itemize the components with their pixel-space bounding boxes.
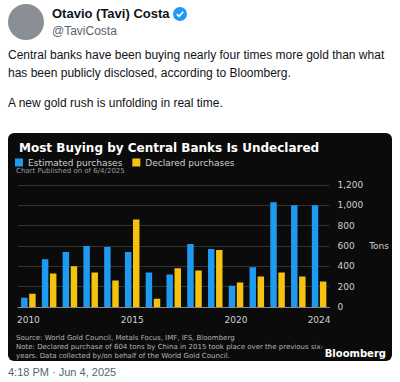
svg-text:Estimated purchases: Estimated purchases: [28, 158, 123, 168]
svg-text:600: 600: [337, 241, 354, 251]
html-text:4:18 PM · Jun 4, 2025: 4:18 PM · Jun 4, 2025: [8, 366, 117, 378]
html-text:Bloomberg: Bloomberg: [324, 348, 386, 359]
svg-text:2010: 2010: [17, 315, 40, 325]
svg-text:Declared purchases: Declared purchases: [145, 158, 234, 168]
html-text:Source: World Gold Council, Me: Source: World Gold Council, Metals Focus…: [16, 334, 235, 342]
svg-text:400: 400: [337, 261, 354, 271]
svg-text:2020: 2020: [225, 315, 248, 325]
svg-text:Most Buying by Central Banks I: Most Buying by Central Banks Is Undeclar…: [19, 141, 319, 155]
svg-text:200: 200: [337, 282, 354, 292]
html-text:Otavio (Tavi) Costa: Otavio (Tavi) Costa: [52, 6, 170, 21]
svg-text:2015: 2015: [121, 315, 144, 325]
html-text:A new gold rush is unfolding i: A new gold rush is unfolding in real tim…: [8, 96, 223, 110]
html-text:Note: Declared purchase of 604: Note: Declared purchase of 604 tons by C…: [16, 343, 324, 360]
svg-text:0: 0: [337, 302, 343, 312]
svg-text:2024: 2024: [308, 315, 331, 325]
svg-text:1,000: 1,000: [337, 200, 363, 210]
svg-text:Chart Published on of 6/4/2025: Chart Published on of 6/4/2025: [16, 167, 125, 175]
svg-text:Tons: Tons: [368, 241, 389, 251]
svg-text:800: 800: [337, 221, 354, 231]
html-text:Central banks have been buying: Central banks have been buying nearly fo…: [8, 48, 385, 80]
html-text:@TaviCosta: @TaviCosta: [52, 24, 117, 38]
svg-text:1,200: 1,200: [337, 180, 363, 190]
